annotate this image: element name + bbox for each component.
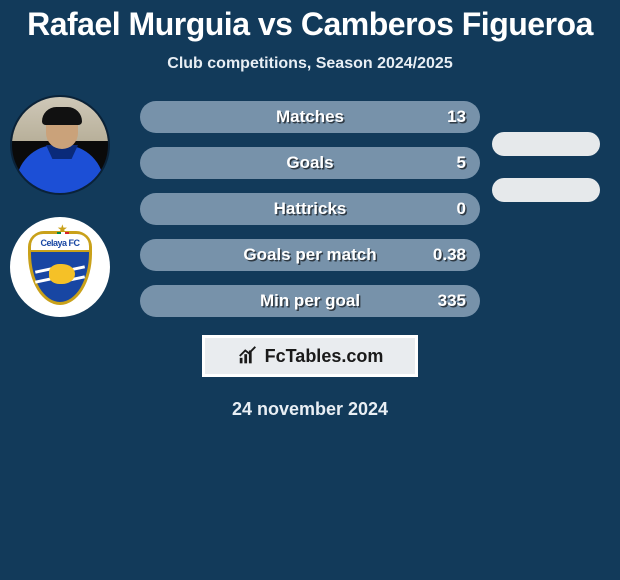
avatar-hair bbox=[42, 107, 82, 125]
stat-bar-value: 13 bbox=[447, 101, 466, 133]
stat-bar-value: 0.38 bbox=[433, 239, 466, 271]
subtitle: Club competitions, Season 2024/2025 bbox=[0, 55, 620, 73]
chart-icon bbox=[237, 345, 259, 367]
stat-bar-label: Goals bbox=[286, 147, 333, 179]
stat-bar-row: Matches 13 bbox=[140, 101, 480, 133]
stat-bar-value: 0 bbox=[457, 193, 466, 225]
bull-icon bbox=[49, 264, 75, 284]
stat-bar-row: Hattricks 0 bbox=[140, 193, 480, 225]
club-logo: ★ Celaya FC bbox=[10, 217, 110, 317]
stat-bar-row: Goals per match 0.38 bbox=[140, 239, 480, 271]
watermark-text: FcTables.com bbox=[265, 346, 384, 367]
stat-bar-label: Matches bbox=[276, 101, 344, 133]
stat-bar-label: Goals per match bbox=[243, 239, 376, 271]
stat-bar-row: Goals 5 bbox=[140, 147, 480, 179]
opponent-stat-pill bbox=[492, 178, 600, 202]
stat-bar-label: Min per goal bbox=[260, 285, 360, 317]
watermark: FcTables.com bbox=[202, 335, 418, 377]
opponent-stat-pill bbox=[492, 132, 600, 156]
club-name-band: Celaya FC bbox=[31, 234, 89, 252]
date-text: 24 november 2024 bbox=[0, 399, 620, 420]
player-avatar bbox=[10, 95, 110, 195]
stat-bar-label: Hattricks bbox=[274, 193, 347, 225]
left-avatar-column: ★ Celaya FC bbox=[10, 95, 120, 317]
stat-bar-value: 5 bbox=[457, 147, 466, 179]
stat-bar-row: Min per goal 335 bbox=[140, 285, 480, 317]
stat-bar-value: 335 bbox=[438, 285, 466, 317]
club-shield: ★ Celaya FC bbox=[28, 231, 92, 305]
stat-bars: Matches 13 Goals 5 Hattricks 0 Goals per match… bbox=[140, 101, 480, 317]
page-title: Rafael Murguia vs Camberos Figueroa bbox=[0, 0, 620, 43]
